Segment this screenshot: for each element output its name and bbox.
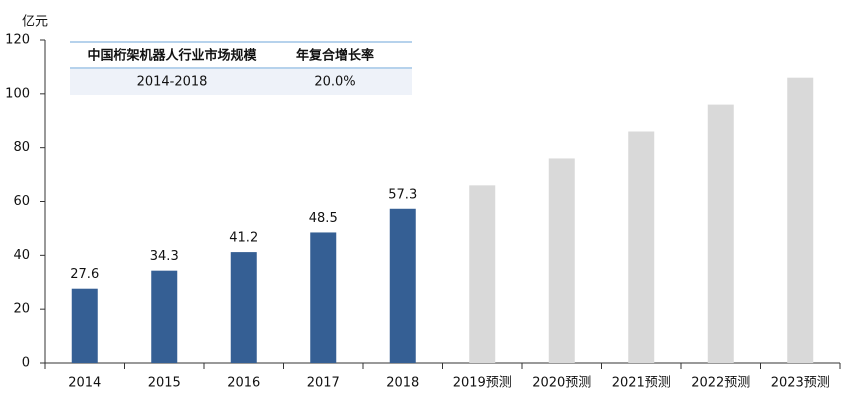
table-cell: 2014-2018 (137, 75, 208, 90)
table-row-bg (70, 69, 412, 95)
bar (389, 208, 416, 363)
bar (71, 288, 98, 363)
x-tick-label: 2018 (386, 376, 419, 391)
x-tick-label: 2014 (68, 376, 101, 391)
bar (628, 131, 655, 363)
data-label: 27.6 (70, 267, 99, 282)
inset-table: 中国桁架机器人行业市场规模 年复合增长率 2014-2018 20.0% (70, 41, 412, 95)
x-tick-label: 2023预测 (771, 376, 830, 391)
x-tick-label: 2017 (307, 376, 340, 391)
bar (469, 185, 496, 363)
bar (707, 104, 734, 363)
bar (151, 270, 178, 363)
y-tick-label: 60 (13, 194, 30, 209)
table-header: 年复合增长率 (296, 48, 374, 64)
bar (310, 232, 337, 363)
bar (548, 158, 575, 363)
x-tick-label: 2016 (227, 376, 260, 391)
y-axis-unit: 亿元 (22, 15, 48, 30)
y-tick-label: 40 (13, 248, 30, 263)
y-tick-label: 100 (5, 86, 30, 101)
table-cell: 20.0% (314, 75, 355, 90)
x-tick-label: 2022预测 (691, 376, 750, 391)
y-tick-label: 20 (13, 302, 30, 317)
x-tick-label: 2019预测 (453, 376, 512, 391)
data-label: 57.3 (388, 187, 417, 202)
x-tick-label: 2020预测 (532, 376, 591, 391)
data-label: 48.5 (309, 211, 338, 226)
y-tick-label: 80 (13, 140, 30, 155)
x-tick-label: 2015 (148, 376, 181, 391)
x-tick-label: 2021预测 (612, 376, 671, 391)
data-label: 34.3 (150, 249, 179, 264)
table-header: 中国桁架机器人行业市场规模 (87, 48, 257, 64)
y-tick-label: 120 (5, 33, 30, 48)
bar (230, 252, 257, 363)
data-label: 41.2 (229, 231, 258, 246)
y-tick-label: 0 (22, 356, 30, 371)
bar (787, 77, 814, 363)
